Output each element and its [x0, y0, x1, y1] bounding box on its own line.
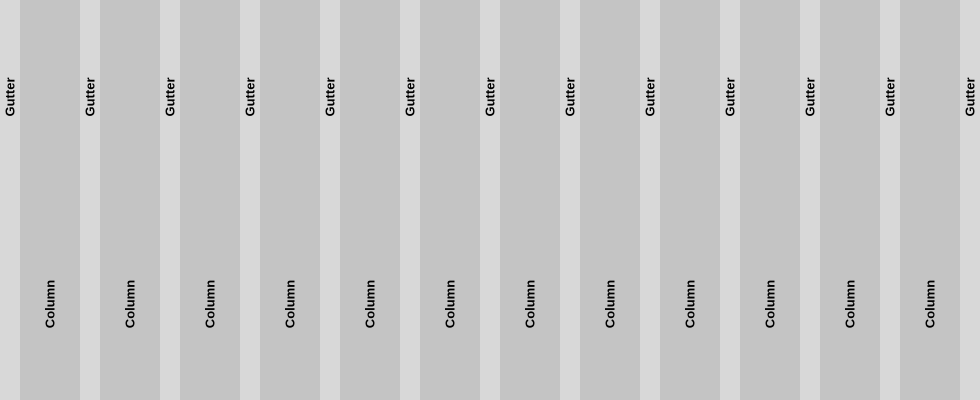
gutter: Gutter: [960, 0, 980, 400]
gutter: Gutter: [160, 0, 180, 400]
gutter-label: Gutter: [402, 77, 418, 117]
gutter: Gutter: [800, 0, 820, 400]
gutter-label: Gutter: [162, 77, 178, 117]
gutter: Gutter: [560, 0, 580, 400]
column: Column: [740, 0, 800, 400]
gutter: Gutter: [80, 0, 100, 400]
column-label: Column: [42, 279, 58, 329]
gutter-label: Gutter: [802, 77, 818, 117]
column-label: Column: [842, 279, 858, 329]
gutter: Gutter: [480, 0, 500, 400]
gutter-label: Gutter: [2, 77, 18, 117]
column: Column: [500, 0, 560, 400]
column-label: Column: [522, 279, 538, 329]
gutter-label: Gutter: [482, 77, 498, 117]
column: Column: [260, 0, 320, 400]
column: Column: [100, 0, 160, 400]
gutter-label: Gutter: [242, 77, 258, 117]
column-label: Column: [122, 279, 138, 329]
column: Column: [820, 0, 880, 400]
column: Column: [900, 0, 960, 400]
column: Column: [580, 0, 640, 400]
gutter-label: Gutter: [82, 77, 98, 117]
column-label: Column: [602, 279, 618, 329]
gutter-label: Gutter: [722, 77, 738, 117]
gutter-label: Gutter: [562, 77, 578, 117]
column-label: Column: [362, 279, 378, 329]
column-label: Column: [282, 279, 298, 329]
column: Column: [420, 0, 480, 400]
gutter-label: Gutter: [962, 77, 978, 117]
gutter-label: Gutter: [322, 77, 338, 117]
gutter: Gutter: [720, 0, 740, 400]
gutter: Gutter: [0, 0, 20, 400]
column: Column: [180, 0, 240, 400]
column: Column: [660, 0, 720, 400]
column: Column: [20, 0, 80, 400]
column: Column: [340, 0, 400, 400]
gutter-label: Gutter: [642, 77, 658, 117]
gutter: Gutter: [880, 0, 900, 400]
column-label: Column: [202, 279, 218, 329]
column-label: Column: [922, 279, 938, 329]
gutter: Gutter: [400, 0, 420, 400]
gutter-label: Gutter: [882, 77, 898, 117]
column-label: Column: [682, 279, 698, 329]
column-label: Column: [762, 279, 778, 329]
gutter: Gutter: [240, 0, 260, 400]
gutter: Gutter: [640, 0, 660, 400]
column-label: Column: [442, 279, 458, 329]
gutter: Gutter: [320, 0, 340, 400]
